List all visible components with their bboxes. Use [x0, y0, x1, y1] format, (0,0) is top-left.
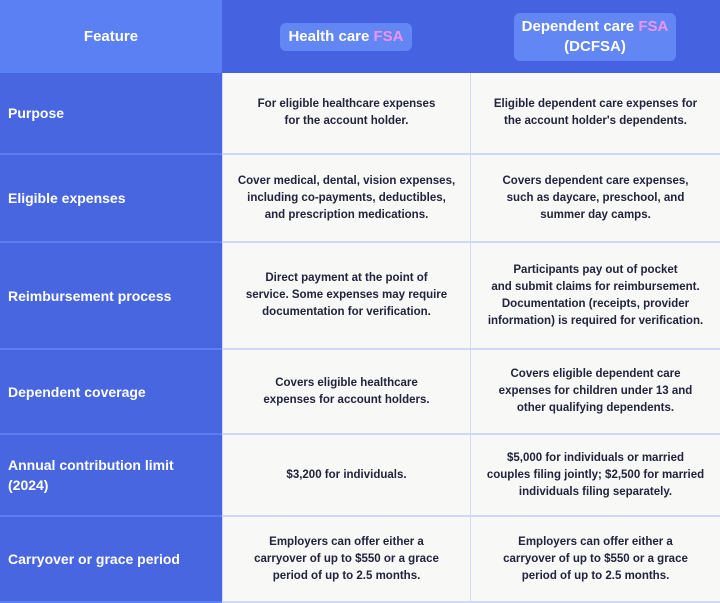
health-care-fsa-pill: Health care FSA	[280, 22, 412, 51]
row-label: Annual contribution limit (2024)	[0, 435, 222, 517]
header-text: Health care	[288, 27, 374, 45]
health-care-cell: For eligible healthcare expenses for the…	[222, 73, 470, 155]
row-label: Dependent coverage	[0, 350, 222, 435]
health-care-cell: Covers eligible healthcare expenses for …	[222, 350, 470, 435]
health-care-cell: Direct payment at the point of service. …	[222, 243, 470, 350]
fsa-accent: FSA	[638, 17, 669, 35]
dependent-care-cell: Covers eligible dependent care expenses …	[470, 350, 720, 435]
dependent-care-fsa-header: Dependent care FSA (DCFSA)	[470, 0, 720, 73]
dependent-care-cell: Participants pay out of pocket and submi…	[470, 243, 720, 350]
feature-header: Feature	[0, 0, 222, 73]
health-care-cell: Employers can offer either a carryover o…	[222, 517, 470, 603]
row-label: Eligible expenses	[0, 155, 222, 243]
dependent-care-cell: Covers dependent care expenses, such as …	[470, 155, 720, 243]
health-care-cell: Cover medical, dental, vision expenses, …	[222, 155, 470, 243]
header-suffix: (DCFSA)	[564, 37, 626, 55]
fsa-accent: FSA	[373, 27, 404, 45]
health-care-fsa-header: Health care FSA	[222, 0, 470, 73]
health-care-cell: $3,200 for individuals.	[222, 435, 470, 517]
dependent-care-cell: $5,000 for individuals or married couple…	[470, 435, 720, 517]
dependent-care-cell: Employers can offer either a carryover o…	[470, 517, 720, 603]
header-text: Dependent care	[521, 17, 639, 35]
row-label: Purpose	[0, 73, 222, 155]
dependent-care-fsa-pill: Dependent care FSA (DCFSA)	[513, 12, 677, 61]
row-label: Carryover or grace period	[0, 517, 222, 603]
row-label: Reimbursement process	[0, 243, 222, 350]
dependent-care-cell: Eligible dependent care expenses for the…	[470, 73, 720, 155]
feature-header-text: Feature	[83, 28, 139, 45]
